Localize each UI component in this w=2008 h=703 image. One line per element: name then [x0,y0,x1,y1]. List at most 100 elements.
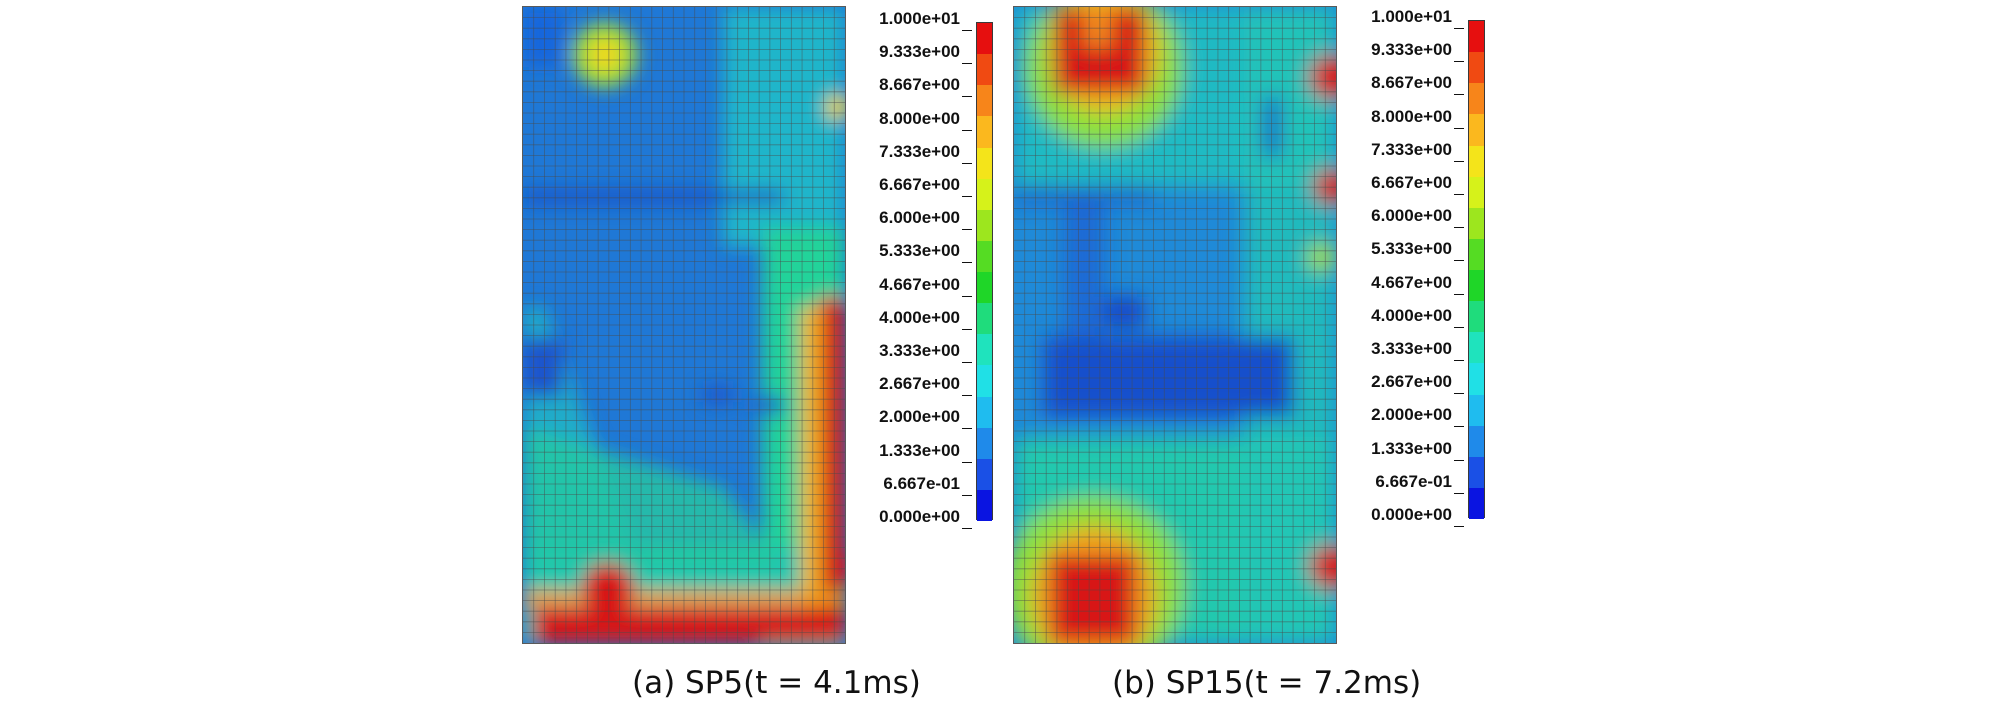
legend-tick-mark [962,362,972,363]
legend-tick-label: 6.667e+00 [879,175,960,194]
legend-tick-label: 1.333e+00 [1371,438,1452,458]
colorbar-segment [1469,21,1484,53]
legend-tick-label: 6.667e-01 [1375,471,1452,491]
colorbar-segment [977,54,992,86]
legend-tick-label: 0.000e+00 [879,507,960,526]
contour-plot-sp5 [522,6,846,644]
legend-tick-label: 5.333e+00 [1371,239,1452,259]
legend-tick-label: 1.000e+01 [1371,7,1452,26]
legend-tick-label: 3.333e+00 [879,341,960,360]
legend-tick-mark [962,461,972,463]
colorbar-segment [977,427,992,459]
legend-tick-mark [1454,127,1464,129]
colorbar-segment [977,23,992,55]
caption-sp15: (b) SP15(t = 7.2ms) [1112,665,1422,701]
legend-tick-mark [962,96,972,98]
colorbar-segment [977,489,992,521]
colorbar-segment [977,334,992,366]
contour-field-sp15 [1014,7,1336,643]
legend-tick-label: 5.333e+00 [879,241,960,261]
legend-tick-mark [1454,426,1464,428]
legend-tick-label: 8.000e+00 [1371,106,1452,126]
legend-tick-label: 9.333e+00 [879,42,960,62]
legend-tick-label: 6.000e+00 [879,208,960,228]
legend-tick-mark [1454,459,1464,461]
colorbar-segment [1469,425,1484,457]
mesh-grid [1014,7,1336,643]
colorbar-segment [1469,52,1484,84]
contour-plot-sp15 [1013,6,1337,644]
legend-tick-mark [1454,260,1464,262]
legend-tick-mark [962,129,972,131]
legend-tick-mark [962,295,972,297]
colorbar-segment [977,240,992,272]
legend-tick-mark [962,494,972,496]
legend-tick-label: 6.000e+00 [1371,206,1452,226]
legend-tick-mark [962,328,972,330]
colorbar-segment [1469,394,1484,426]
legend-tick-mark [1454,526,1464,527]
legend-tick-label: 8.000e+00 [879,108,960,128]
legend-tick-label: 2.667e+00 [879,374,960,394]
legend-tick-label: 2.667e+00 [1371,372,1452,392]
colorbar-segment [977,458,992,490]
colorbar-segment [1469,176,1484,208]
legend-tick-label: 4.667e+00 [879,274,960,294]
legend-tick-label: 8.667e+00 [1371,73,1452,93]
colorbar-sp5 [976,22,993,521]
colorbar-segment [977,209,992,241]
legend-tick-mark [962,229,972,231]
legend-tick-mark [962,262,972,264]
colorbar-segment [977,147,992,179]
colorbar-segment [1469,83,1484,115]
colorbar-segment [1469,363,1484,395]
legend-tick-label: 9.333e+00 [1371,40,1452,60]
legend-tick-mark [962,428,972,430]
legend-tick-label: 6.667e-01 [883,473,960,493]
colorbar-segment [1469,114,1484,146]
mesh-grid [523,7,845,643]
colorbar-segment [1469,301,1484,333]
legend-tick-label: 0.000e+00 [1371,505,1452,524]
legend-tick-mark [1454,160,1464,162]
colorbar-segment [977,116,992,148]
colorbar-segment [977,272,992,304]
colorbar-segment [977,85,992,117]
legend-tick-mark [1454,194,1464,195]
legend-tick-mark [1454,360,1464,361]
legend-tick-label: 8.667e+00 [879,75,960,95]
legend-tick-label: 7.333e+00 [879,141,960,161]
legend-tick-mark [1454,28,1464,29]
legend-tick-label: 4.000e+00 [879,307,960,327]
legend-tick-mark [1454,94,1464,96]
legend-tick-label: 1.333e+00 [879,440,960,460]
legend-tick-mark [1454,227,1464,229]
colorbar-segment [1469,270,1484,302]
legend-tick-mark [1454,393,1464,395]
legend-tick-mark [962,528,972,529]
colorbar-segment [977,303,992,335]
colorbar-segment [1469,456,1484,488]
legend-tick-label: 2.000e+00 [1371,405,1452,425]
legend-tick-mark [962,63,972,65]
colorbar-segment [977,396,992,428]
colorbar-segment [977,178,992,210]
colorbar-segment [1469,487,1484,519]
legend-tick-label: 3.333e+00 [1371,339,1452,358]
colorbar-segment [1469,238,1484,270]
contour-field-sp5 [523,7,845,643]
caption-sp5: (a) SP5(t = 4.1ms) [632,665,921,701]
legend-tick-label: 7.333e+00 [1371,139,1452,159]
legend-tick-mark [962,196,972,197]
colorbar-sp15 [1468,20,1485,519]
colorbar-segment [977,365,992,397]
legend-tick-mark [962,30,972,31]
colorbar-segment [1469,332,1484,364]
legend-tick-mark [1454,61,1464,63]
legend-tick-mark [962,162,972,164]
legend-tick-label: 2.000e+00 [879,407,960,427]
legend-tick-mark [1454,492,1464,494]
legend-tick-label: 4.667e+00 [1371,272,1452,292]
legend-tick-label: 4.000e+00 [1371,305,1452,325]
colorbar-segment [1469,145,1484,177]
